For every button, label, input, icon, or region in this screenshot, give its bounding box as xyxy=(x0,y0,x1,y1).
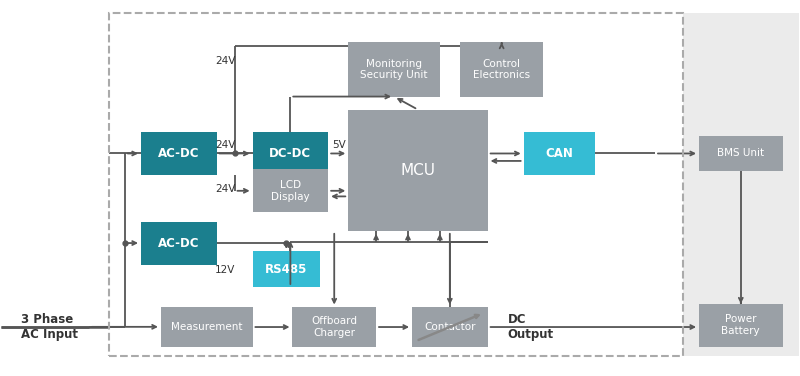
Text: Offboard
Charger: Offboard Charger xyxy=(311,316,358,338)
Text: 3 Phase
AC Input: 3 Phase AC Input xyxy=(22,313,78,341)
FancyBboxPatch shape xyxy=(699,304,782,347)
Text: Control
Electronics: Control Electronics xyxy=(473,59,530,80)
Text: 24V: 24V xyxy=(215,140,235,150)
Text: 24V: 24V xyxy=(215,56,235,66)
Text: Monitoring
Security Unit: Monitoring Security Unit xyxy=(360,59,428,80)
FancyBboxPatch shape xyxy=(348,42,440,97)
Text: BMS Unit: BMS Unit xyxy=(718,149,764,158)
Text: 24V: 24V xyxy=(215,184,235,194)
FancyBboxPatch shape xyxy=(683,12,798,356)
FancyBboxPatch shape xyxy=(699,136,782,171)
Text: CAN: CAN xyxy=(546,147,574,160)
FancyBboxPatch shape xyxy=(141,221,217,264)
Text: DC-DC: DC-DC xyxy=(270,147,311,160)
FancyBboxPatch shape xyxy=(412,308,488,347)
FancyBboxPatch shape xyxy=(253,252,320,287)
FancyBboxPatch shape xyxy=(253,169,328,212)
Text: 12V: 12V xyxy=(215,265,235,275)
FancyBboxPatch shape xyxy=(523,132,595,175)
Text: 5V: 5V xyxy=(332,140,346,150)
Text: DC
Output: DC Output xyxy=(508,313,554,341)
FancyBboxPatch shape xyxy=(460,42,543,97)
FancyBboxPatch shape xyxy=(292,308,376,347)
Text: Contactor: Contactor xyxy=(424,322,475,332)
Text: Power
Battery: Power Battery xyxy=(722,314,760,336)
Text: LCD
Display: LCD Display xyxy=(271,180,310,202)
Text: Measurement: Measurement xyxy=(171,322,242,332)
Text: AC-DC: AC-DC xyxy=(158,147,199,160)
Text: AC-DC: AC-DC xyxy=(158,237,199,250)
FancyBboxPatch shape xyxy=(161,308,253,347)
Text: MCU: MCU xyxy=(401,163,435,178)
Text: RS485: RS485 xyxy=(266,263,307,276)
FancyBboxPatch shape xyxy=(253,132,328,175)
FancyBboxPatch shape xyxy=(348,110,488,231)
FancyBboxPatch shape xyxy=(141,132,217,175)
